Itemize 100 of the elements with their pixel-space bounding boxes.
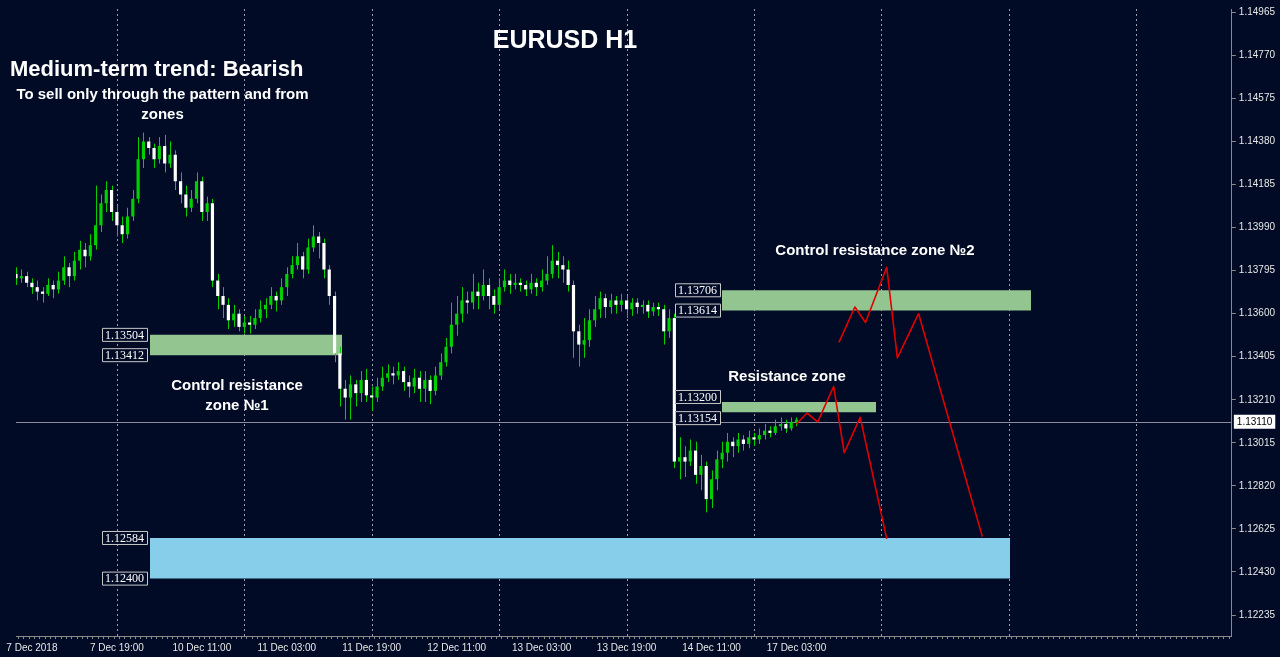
candlestick [561,255,565,284]
candlestick [78,240,82,271]
candlestick [306,238,310,275]
x-tick-label: 10 Dec 11:00 [172,641,232,653]
candlestick [370,386,374,412]
candlestick [168,140,172,169]
y-tick-label: 1.13795 [1238,264,1276,276]
y-tick-label: 1.14575 [1238,92,1276,104]
candlestick [109,185,114,222]
annotation: 1.13154 [678,410,717,425]
candlestick [295,242,299,271]
x-tick-label: 14 Dec 11:00 [682,641,742,653]
candlestick [481,269,485,301]
candlestick [115,204,119,237]
x-tick-label: 13 Dec 19:00 [596,641,657,653]
candlestick [157,136,161,165]
candlestick [354,379,358,407]
candlestick [94,185,98,251]
candlestick [35,280,39,301]
candlestick [428,374,432,405]
band-label: Control resistance zone №1 [170,375,304,415]
candlestick [88,233,92,262]
y-tick-label: 1.13990 [1238,221,1276,233]
candlestick [709,469,714,509]
candlestick [311,224,315,253]
candlestick [380,366,384,392]
candlestick [577,324,581,368]
candlestick [279,277,284,306]
candlestick [290,255,294,279]
candlestick [667,308,671,339]
candlestick [460,286,464,323]
candlestick [348,374,353,421]
x-tick-label: 13 Dec 03:00 [511,641,572,653]
candlestick [688,439,692,467]
ref-line-label: 1.13110 [1236,415,1273,427]
y-tick-label: 1.12235 [1238,608,1276,620]
y-tick-label: 1.13600 [1238,307,1276,319]
candlestick [736,432,740,454]
candlestick [566,260,570,293]
candlestick [725,432,730,463]
band-label: Resistance zone [727,366,847,386]
candlestick [237,308,241,332]
candlestick [603,293,607,319]
annotation: 1.12400 [105,571,144,586]
candlestick [184,185,188,218]
candlestick [253,308,257,330]
candlestick [163,134,167,173]
candlestick [417,370,422,403]
annotation: 1.13706 [678,282,717,297]
candlestick [609,293,613,315]
candlestick [545,255,549,286]
candlestick [699,454,703,491]
x-tick-label: 11 Dec 03:00 [257,641,317,653]
candlestick [598,291,602,319]
candlestick [343,379,347,421]
candlestick [407,374,411,399]
candlestick [72,251,76,282]
x-tick-label: 12 Dec 11:00 [427,641,487,653]
candlestick [582,317,586,359]
x-tick-label: 7 Dec 19:00 [89,641,145,653]
y-tick-label: 1.14185 [1238,178,1276,190]
x-tick-label: 17 Dec 03:00 [766,641,827,653]
annotation: 1.12584 [105,530,144,545]
y-tick-label: 1.13405 [1238,350,1276,362]
candlestick [99,193,103,233]
x-tick-label: 7 Dec 2018 [6,641,58,653]
candlestick [593,295,597,328]
candlestick [131,189,135,222]
candlestick [189,189,193,213]
candlestick [258,299,262,323]
candlestick [587,308,592,348]
candlestick [317,231,321,259]
candlestick [683,445,687,478]
candlestick [120,216,124,244]
candlestick [179,171,183,204]
candlestick [433,366,438,396]
candlestick [465,291,469,315]
candlestick [67,262,71,288]
candlestick [476,282,480,310]
candlestick [444,337,448,368]
y-tick-label: 1.12820 [1238,479,1276,491]
candlestick [141,132,146,169]
candlestick [471,273,475,310]
annotation: 1.13412 [105,347,144,362]
candlestick [497,277,501,310]
candlestick [364,368,369,403]
candlestick [624,295,629,319]
candlestick [439,352,443,381]
candlestick [529,273,533,295]
y-tick-label: 1.13210 [1238,393,1276,405]
annotation: 1.13614 [678,303,717,318]
x-tick-label: 11 Dec 19:00 [342,641,402,653]
candlestick [412,368,416,394]
annotation: 1.13200 [678,389,717,404]
candlestick [662,304,666,346]
y-tick-label: 1.12430 [1238,565,1276,577]
candlestick [194,171,199,204]
candlestick [401,366,406,392]
candlestick [375,377,379,403]
y-tick-label: 1.12625 [1238,522,1276,534]
